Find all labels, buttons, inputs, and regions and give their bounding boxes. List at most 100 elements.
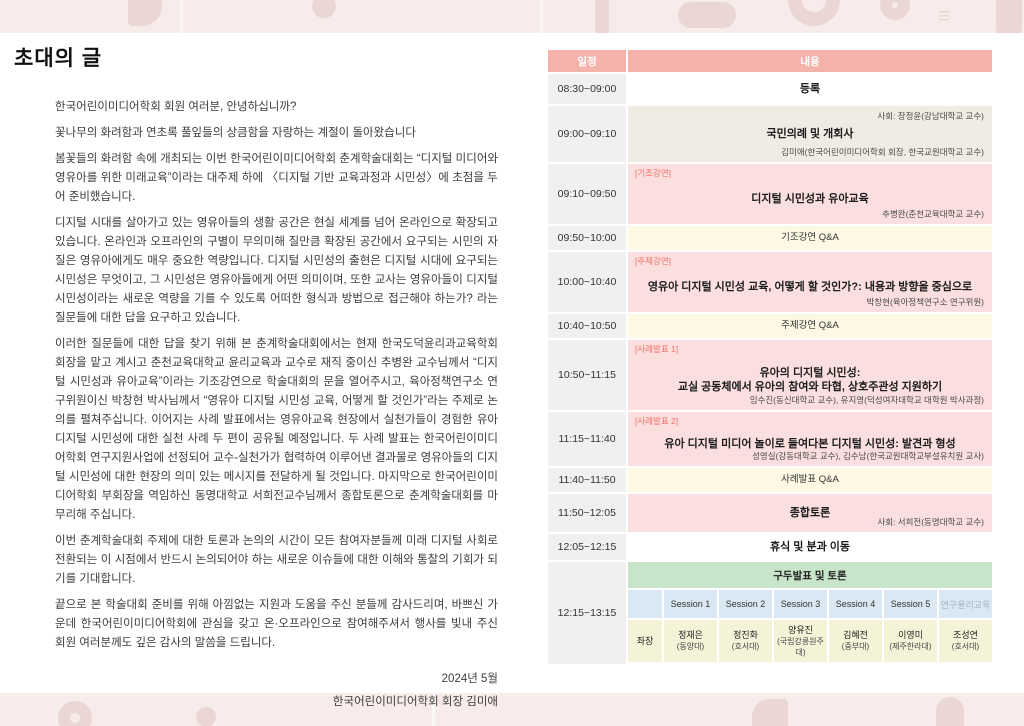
time-cell: 09:10~09:50 [548, 164, 626, 224]
oral-chair-name: 정재은 [678, 630, 703, 640]
content-cell: [사례발표 2] 유아 디지털 미디어 놀이로 들여다본 디지털 시민성: 발견… [628, 412, 992, 466]
invitation-letter: 초대의 글 한국어린이미디어학회 회원 여러분, 안녕하십니까? 꽃나무의 화려… [14, 42, 498, 712]
letter-paragraph: 이러한 질문들에 대한 답을 찾기 위해 본 춘계학술대회에서는 현재 한국도덕… [55, 338, 498, 521]
letter-date: 2024년 5월 [441, 673, 498, 685]
session-title: 국민의례 및 개회사 [766, 128, 854, 140]
content-cell: [주제강연] 영유아 디지털 시민성 교육, 어떻게 할 것인가?: 내용과 방… [628, 252, 992, 312]
oral-chair-name: 조성연 [953, 630, 978, 640]
schedule-row: 08:30~09:00 등록 [548, 74, 992, 104]
session-tag: [기조강연] [635, 168, 672, 178]
banner-decoration [788, 0, 840, 26]
oral-session-label: Session 1 [664, 590, 717, 618]
oral-chair-affiliation: (호서대) [731, 642, 760, 651]
time-cell: 11:50~12:05 [548, 494, 626, 532]
session-title: 기조강연 Q&A [781, 232, 839, 243]
schedule-row: 11:50~12:05 종합토론 사회: 서희전(동명대학교 교수) [548, 494, 992, 532]
content-cell: 기조강연 Q&A [628, 226, 992, 250]
schedule-row: 09:10~09:50 [기조강연] 디지털 시민성과 유아교육 추병완(춘천교… [548, 164, 992, 224]
schedule-header-time: 일정 [548, 50, 626, 72]
time-cell: 11:15~11:40 [548, 412, 626, 466]
oral-chair-name: 정진화 [733, 630, 758, 640]
session-title: 영유아 디지털 시민성 교육, 어떻게 할 것인가?: 내용과 방향을 중심으로 [647, 280, 973, 293]
oral-chair-affiliation: (중부대) [841, 642, 870, 651]
oral-session-label: 연구윤리교육 [939, 590, 992, 618]
oral-chair-cell: 김혜전 (중부대) [829, 620, 882, 662]
letter-paragraph: 봄꽃들의 화려함 속에 개최되는 이번 한국어린이미디어학회 춘계학술대회는 “… [55, 153, 498, 203]
time-cell: 09:50~10:00 [548, 226, 626, 250]
oral-chair-cell: 조성연 (호서대) [939, 620, 992, 662]
letter-paragraph: 한국어린이미디어학회 회원 여러분, 안녕하십니까? [55, 101, 297, 113]
schedule-row: 10:40~10:50 주제강연 Q&A [548, 314, 992, 338]
schedule-header-row: 일정 내용 [548, 50, 992, 72]
banner-seam [540, 0, 543, 33]
time-cell: 09:00~09:10 [548, 106, 626, 162]
session-speaker: 임수진(동신대학교 교수), 유지영(덕성여자대학교 대학원 박사과정) [749, 395, 984, 405]
time-cell: 11:40~11:50 [548, 468, 626, 492]
letter-paragraph: 디지털 시대를 살아가고 있는 영유아들의 생활 공간은 현실 세계를 넘어 온… [55, 217, 498, 324]
oral-chair-label: 좌장 [628, 620, 662, 662]
oral-chair-affiliation: (국립강릉원주대) [777, 636, 824, 657]
oral-chair-cell: 이영미 (제주한라대) [884, 620, 937, 662]
oral-session-row: Session 1 Session 2 Session 3 Session 4 … [628, 590, 992, 618]
oral-header: 구두발표 및 토론 [628, 562, 992, 588]
letter-paragraph: 이번 춘계학술대회 주제에 대한 토론과 논의의 시간이 모든 참여자분들께 미… [55, 535, 498, 585]
session-tag: [주제강연] [635, 256, 672, 266]
banner-decoration [996, 0, 1022, 33]
oral-chair-row: 좌장 정재은 (동양대) 정진화 (호서대) 양유진 (국립강릉원주대) 김혜 [628, 620, 992, 662]
oral-session-label: Session 3 [774, 590, 827, 618]
banner-seam [432, 693, 435, 726]
schedule-row: 10:00~10:40 [주제강연] 영유아 디지털 시민성 교육, 어떻게 할… [548, 252, 992, 312]
oral-corner-cell [628, 590, 662, 618]
banner-decoration [752, 699, 788, 726]
oral-session-label: Session 5 [884, 590, 937, 618]
time-cell: 10:40~10:50 [548, 314, 626, 338]
schedule-row: 10:50~11:15 [사례발표 1] 유아의 디지털 시민성: 교실 공동체… [548, 340, 992, 410]
session-title: 휴식 및 분과 이동 [769, 541, 850, 553]
session-tag: [사례발표 2] [635, 416, 679, 426]
schedule-row: 09:50~10:00 기조강연 Q&A [548, 226, 992, 250]
content-cell: 사례발표 Q&A [628, 468, 992, 492]
session-title: 유아의 디지털 시민성: [759, 366, 861, 379]
letter-signature: 한국어린이미디어학회 회장 김미애 [332, 696, 498, 708]
oral-chair-affiliation: (동양대) [676, 642, 705, 651]
schedule-table: 일정 내용 08:30~09:00 등록 09:00~09:10 사회: 장정윤… [548, 50, 992, 666]
content-cell: [사례발표 1] 유아의 디지털 시민성: 교실 공동체에서 유아의 참여와 타… [628, 340, 992, 410]
oral-presentation-block: 구두발표 및 토론 Session 1 Session 2 Session 3 … [628, 562, 992, 664]
schedule-row: 11:15~11:40 [사례발표 2] 유아 디지털 미디어 놀이로 들여다본… [548, 412, 992, 466]
content-cell: 사회: 장정윤(강남대학교 교수) 국민의례 및 개회사 김미애(한국어린이미디… [628, 106, 992, 162]
top-banner: ≡ [0, 0, 1024, 33]
time-cell: 10:00~10:40 [548, 252, 626, 312]
content-cell: 주제강연 Q&A [628, 314, 992, 338]
session-title: 교실 공동체에서 유아의 참여와 타협, 상호주관성 지원하기 [677, 380, 943, 393]
oral-chair-name: 이영미 [898, 630, 923, 640]
session-speaker: 김미애(한국어린이미디어학회 회장, 한국교원대학교 교수) [781, 147, 984, 157]
schedule-row: 11:40~11:50 사례발표 Q&A [548, 468, 992, 492]
banner-decoration [880, 0, 910, 20]
session-tag: [사례발표 1] [635, 344, 679, 354]
schedule-header-content: 내용 [628, 50, 992, 72]
hamburger-menu-icon: ≡ [938, 3, 951, 28]
oral-session-label: Session 2 [719, 590, 772, 618]
banner-seam [180, 0, 183, 33]
schedule-row: 09:00~09:10 사회: 장정윤(강남대학교 교수) 국민의례 및 개회사… [548, 106, 992, 162]
oral-session-label: Session 4 [829, 590, 882, 618]
oral-chair-affiliation: (제주한라대) [889, 642, 932, 651]
bottom-banner [0, 693, 1024, 726]
time-cell: 10:50~11:15 [548, 340, 626, 410]
schedule-row: 12:05~12:15 휴식 및 분과 이동 [548, 534, 992, 560]
letter-paragraph: 꽃나무의 화려함과 연초록 풀잎들의 상큼함을 자랑하는 계절이 돌아왔습니다 [55, 127, 416, 139]
session-title: 종합토론 [789, 507, 831, 519]
letter-body: 한국어린이미디어학회 회원 여러분, 안녕하십니까? 꽃나무의 화려함과 연초록… [14, 98, 498, 712]
session-title: 주제강연 Q&A [781, 320, 839, 331]
oral-chair-affiliation: (호서대) [951, 642, 980, 651]
oral-chair-cell: 양유진 (국립강릉원주대) [774, 620, 827, 662]
session-title: 등록 [799, 83, 821, 95]
banner-decoration [128, 0, 162, 26]
banner-decoration [678, 2, 736, 28]
session-title: 유아 디지털 미디어 놀이로 들여다본 디지털 시민성: 발견과 형성 [664, 437, 956, 450]
page-title: 초대의 글 [14, 47, 103, 70]
session-speaker: 추병완(춘천교육대학교 교수) [882, 209, 984, 219]
time-cell: 08:30~09:00 [548, 74, 626, 104]
oral-chair-cell: 정재은 (동양대) [664, 620, 717, 662]
